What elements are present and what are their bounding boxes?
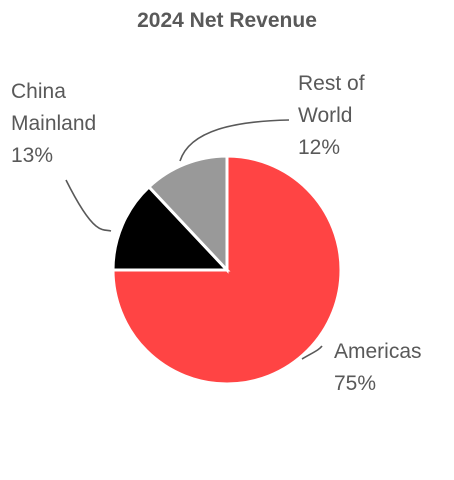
- slice-label-americas-line-1: Americas: [334, 340, 422, 363]
- slice-value-china-mainland: 13%: [11, 144, 53, 167]
- pie-slices: [111, 154, 343, 386]
- slice-label-rest-of-world: Rest of World 12%: [298, 72, 370, 159]
- slice-label-china-mainland: China Mainland 13%: [11, 80, 102, 167]
- slice-label-china-line-1: China: [11, 80, 66, 103]
- slice-label-china-line-2: Mainland: [11, 112, 96, 135]
- slice-value-americas: 75%: [334, 372, 376, 395]
- leader-line-rest-of-world: [179, 119, 290, 162]
- pie-slice-americas: [111, 154, 343, 386]
- slice-label-rest-line-2: World: [298, 104, 352, 127]
- slice-value-rest-of-world: 12%: [298, 136, 340, 159]
- leader-line-china: [65, 179, 112, 232]
- pie-slice-china-mainland: [111, 184, 231, 272]
- pie-slice-rest-of-world: [146, 154, 229, 274]
- leader-line-americas: [301, 345, 323, 360]
- slice-label-rest-line-1: Rest of: [298, 72, 365, 95]
- slice-label-americas: Americas 75%: [334, 340, 427, 395]
- chart-title: 2024 Net Revenue: [137, 9, 317, 32]
